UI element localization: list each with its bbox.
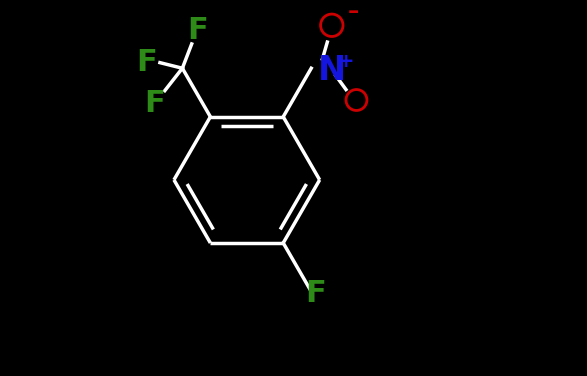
Text: –: – [348, 2, 359, 22]
Text: +: + [338, 52, 354, 71]
Text: F: F [187, 17, 208, 45]
Text: F: F [144, 89, 165, 118]
Text: F: F [305, 279, 326, 308]
Text: F: F [137, 48, 157, 77]
Text: N: N [318, 54, 346, 86]
